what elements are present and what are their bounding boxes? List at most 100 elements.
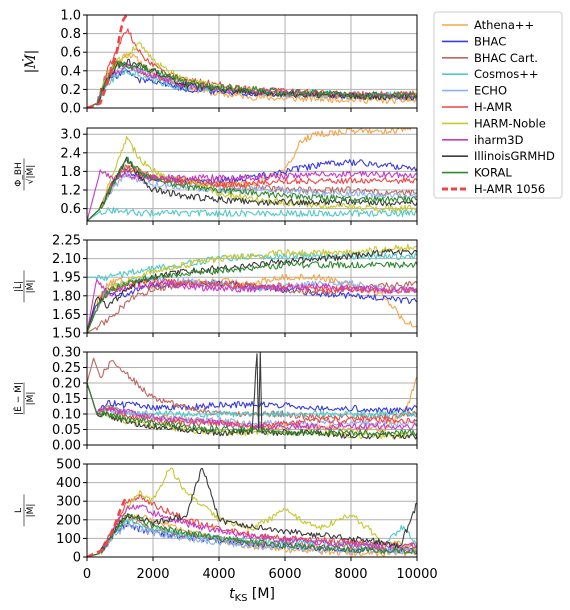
series-line-h-amr <box>87 382 417 430</box>
series-group <box>87 352 417 440</box>
series-line-echo <box>87 276 417 333</box>
y-tick-label: 2.10 <box>52 252 81 267</box>
y-tick-label: 0.20 <box>52 377 81 392</box>
legend: Athena++ BHAC BHAC Cart. Cosmos++ ECHO H-AMR H… <box>433 11 563 199</box>
series-line-harm-noble <box>87 243 417 333</box>
y-tick-label: 2.25 <box>52 234 81 249</box>
legend-label: H-AMR <box>474 100 512 114</box>
x-tick-label: 10000 <box>396 567 437 582</box>
panel-5: 0 100 200 300 400 500 L |Ṁ| <box>14 458 418 566</box>
series-line-cosmos- <box>87 207 417 221</box>
legend-label: IllinoisGRMHD <box>474 149 555 163</box>
legend-label: iharm3D <box>474 133 524 147</box>
series-line-bhac <box>87 382 417 416</box>
series-line-iharm3d <box>87 279 417 333</box>
series-line-harm-noble <box>87 467 417 557</box>
y-label-numerator: |L̇| <box>12 281 24 292</box>
series-line-athena- <box>87 514 417 557</box>
panel-4: 0.000.050.100.150.200.250.30 |Ė − Ṁ| |Ṁ| <box>13 346 418 454</box>
series-group <box>87 467 417 557</box>
y-tick-label: 0.2 <box>60 83 81 98</box>
y-label-denominator: |Ṁ| <box>25 392 36 406</box>
x-tick-label: 2000 <box>136 567 169 582</box>
y-tick-label: 0.15 <box>52 392 81 407</box>
panel-3: 1.50 1.65 1.80 1.95 2.10 2.25 |L̇| |Ṁ| <box>12 234 418 342</box>
legend-label: KORAL <box>474 166 512 180</box>
series-line-illinoisgrmhd <box>87 352 417 440</box>
series-line-harm-noble <box>87 135 417 221</box>
y-axis-label: L |Ṁ| <box>14 494 36 527</box>
series-line-illinoisgrmhd <box>87 467 417 557</box>
y-tick-label: 0 <box>73 551 81 566</box>
legend-label: H-AMR 1056 <box>474 182 545 196</box>
panel-frame <box>86 463 418 558</box>
series-line-cosmos- <box>87 252 417 281</box>
y-tick-label: 3.0 <box>60 128 81 143</box>
y-label-text: |Ṁ| <box>21 50 39 74</box>
y-tick-label: 0.6 <box>60 46 81 61</box>
y-label-numerator: L <box>14 508 24 513</box>
y-tick-label: 0.6 <box>60 202 81 217</box>
panel-frame <box>86 127 418 222</box>
y-tick-label: 200 <box>56 513 81 528</box>
y-axis-label: Φ_BH √|Ṁ| <box>14 158 36 191</box>
series-line-iharm3d <box>87 504 417 557</box>
series-line-h-amr-1056 <box>87 495 128 557</box>
y-tick-label: 1.95 <box>52 271 81 286</box>
series-line-koral <box>87 513 417 557</box>
series-line-koral <box>87 60 417 108</box>
y-tick-label: 500 <box>56 458 81 473</box>
series-line-h-amr-1056 <box>87 15 128 108</box>
y-tick-label: 400 <box>56 476 81 491</box>
legend-label: BHAC Cart. <box>474 51 538 65</box>
y-tick-label: 0.0 <box>60 102 81 117</box>
y-tick-label: 1.65 <box>52 308 81 323</box>
y-tick-label: 300 <box>56 495 81 510</box>
legend-label: BHAC <box>474 34 506 48</box>
x-tick-label: 4000 <box>202 567 235 582</box>
series-group <box>87 243 417 333</box>
y-label-numerator: |Ė − Ṁ| <box>13 382 24 415</box>
y-tick-label: 0.4 <box>60 64 81 79</box>
y-tick-label: 0.05 <box>52 423 81 438</box>
y-tick-label: 0.30 <box>52 346 81 361</box>
y-tick-label: 0.00 <box>52 439 81 454</box>
y-axis-label: |Ė − Ṁ| |Ṁ| <box>13 382 36 415</box>
y-tick-label: 100 <box>56 532 81 547</box>
y-tick-label: 0.25 <box>52 361 81 376</box>
series-line-koral <box>87 156 417 221</box>
series-line-athena- <box>87 52 417 108</box>
series-line-bhac-cart- <box>87 357 417 421</box>
x-tick-labels: 0 2000 4000 6000 8000 10000 <box>83 567 438 582</box>
x-tick-label: 6000 <box>268 567 301 582</box>
legend-label: HARM-Noble <box>474 116 546 130</box>
series-line-iharm3d <box>87 169 417 221</box>
series-group <box>87 15 417 108</box>
y-label-denominator: |Ṁ| <box>25 280 36 294</box>
x-tick-label: 0 <box>83 567 91 582</box>
series-line-koral <box>87 382 417 437</box>
legend-label: ECHO <box>474 84 507 98</box>
legend-label: Athena++ <box>474 18 534 32</box>
series-line-illinoisgrmhd <box>87 156 417 221</box>
y-tick-label: 1.8 <box>60 165 81 180</box>
panels: 0.0 0.2 0.4 0.6 0.8 1.0 |Ṁ| 0.6 1.2 1.8 2.4 3.0 Φ_BH… <box>12 9 418 566</box>
series-line-iharm3d <box>87 382 417 431</box>
y-tick-label: 1.2 <box>60 184 81 199</box>
panel-1: 0.0 0.2 0.4 0.6 0.8 1.0 |Ṁ| <box>21 9 418 117</box>
y-tick-label: 0.8 <box>60 27 81 42</box>
series-line-koral <box>87 261 417 333</box>
y-axis-label: |L̇| |Ṁ| <box>12 270 36 303</box>
series-line-cosmos- <box>87 382 417 418</box>
series-group <box>87 128 417 221</box>
series-line-h-amr <box>87 278 417 333</box>
series-line-bhac-cart- <box>87 164 417 221</box>
y-label-denominator: √|Ṁ| <box>25 165 36 185</box>
series-line-athena- <box>87 273 417 333</box>
x-tick-label: 8000 <box>334 567 367 582</box>
y-label-numerator: Φ_BH <box>14 162 24 187</box>
y-tick-label: 2.4 <box>60 146 81 161</box>
panel-frame <box>86 14 418 109</box>
y-tick-label: 1.50 <box>52 327 81 342</box>
